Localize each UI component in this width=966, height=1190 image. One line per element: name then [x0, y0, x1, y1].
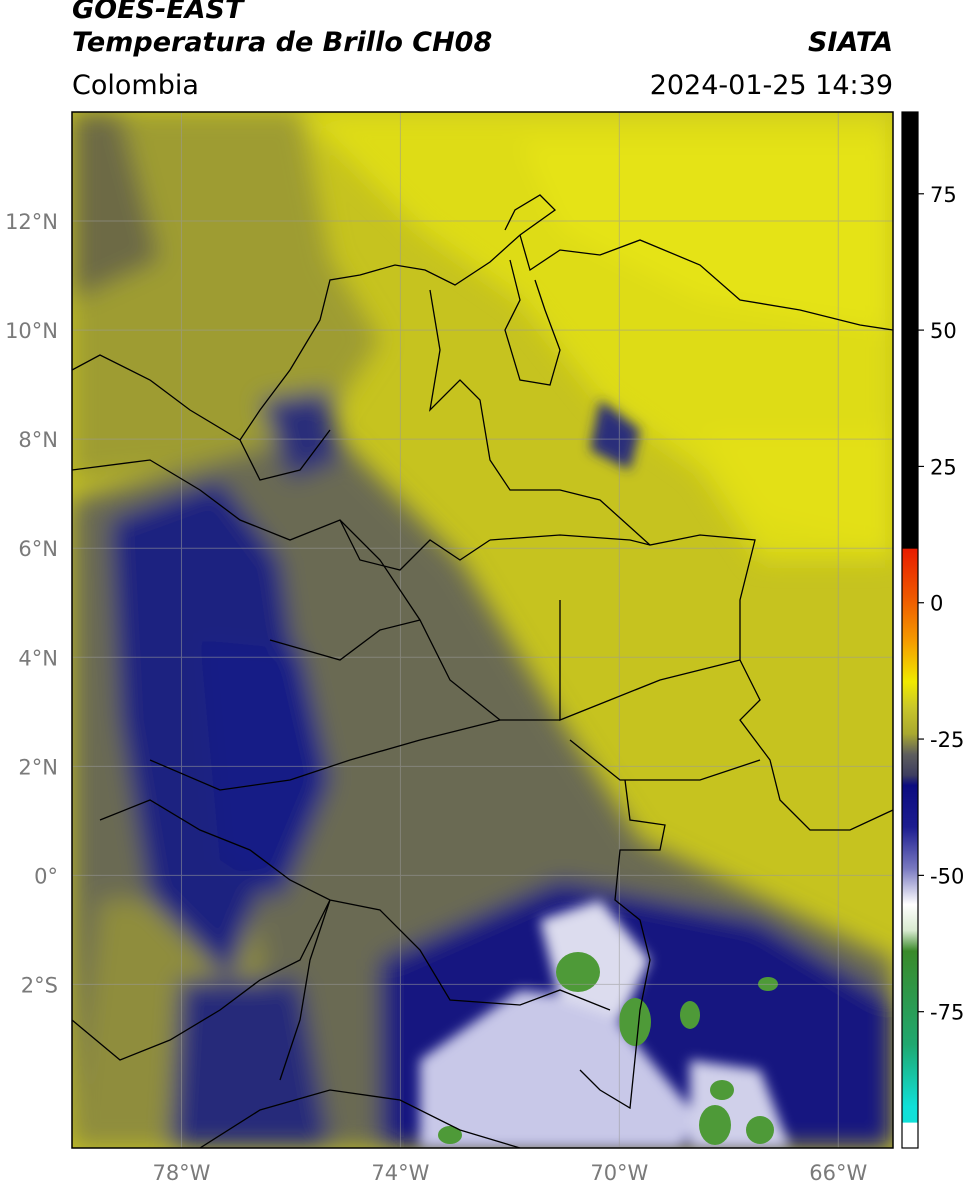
country-borders — [72, 194, 893, 1148]
lat-tick-label: 8°N — [18, 428, 58, 452]
lat-tick-label: 12°N — [5, 210, 58, 234]
satellite-field — [72, 112, 893, 1148]
lat-tick-label: 2°N — [18, 755, 58, 779]
lat-tick-label: 6°N — [18, 537, 58, 561]
timestamp-label: 2024-01-25 14:39 — [649, 70, 893, 101]
longitude-labels: 78°W 74°W 70°W 66°W — [152, 1161, 867, 1185]
lon-tick-label: 70°W — [590, 1161, 648, 1185]
lat-tick-label: 4°N — [18, 646, 58, 670]
lon-tick-label: 78°W — [152, 1161, 210, 1185]
lat-tick-label: 2°S — [21, 973, 58, 997]
colorbar-ticks: 75 50 25 0 -25 -50 -75 — [918, 183, 964, 1025]
map-frame — [71, 111, 894, 1149]
lon-tick-label: 74°W — [371, 1161, 429, 1185]
colorbar-tick-label: 75 — [930, 183, 957, 207]
colorbar-tick-label: -75 — [930, 1001, 964, 1025]
product-title: Temperatura de Brillo CH08 — [72, 27, 493, 58]
lat-tick-label: 10°N — [5, 319, 58, 343]
satellite-title: GOES-EAST — [72, 0, 244, 25]
colorbar-tick-label: 50 — [930, 319, 957, 343]
agency-label: SIATA — [807, 27, 893, 58]
colorbar: 75 50 25 0 -25 -50 -75 — [901, 111, 964, 1149]
colorbar-tick-label: -50 — [930, 864, 964, 888]
lat-tick-label: 0° — [34, 864, 58, 888]
colorbar-tick-label: 0 — [930, 592, 943, 616]
gridlines — [72, 112, 893, 1148]
colorbar-tick-label: -25 — [930, 728, 964, 752]
cold-cloud-tops — [438, 952, 778, 1145]
lon-tick-label: 66°W — [809, 1161, 867, 1185]
colorbar-tick-label: 25 — [930, 455, 957, 479]
colorbar-scale — [901, 111, 919, 1149]
region-label: Colombia — [72, 70, 199, 101]
latitude-labels: 12°N 10°N 8°N 6°N 4°N 2°N 0° 2°S — [5, 210, 58, 997]
